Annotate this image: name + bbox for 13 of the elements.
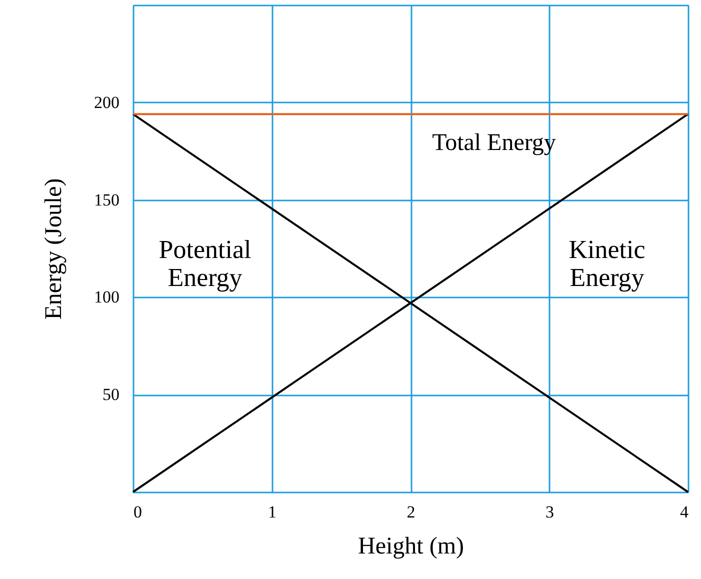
x-axis-title: Height (m) (358, 534, 464, 560)
y-tick-label: 200 (94, 92, 120, 112)
x-tick-label: 3 (546, 502, 554, 522)
y-axis-title: Energy (Joule) (41, 178, 67, 320)
x-tick-label: 0 (134, 502, 142, 522)
y-tick-label: 50 (102, 385, 120, 404)
x-tick-label: 1 (268, 502, 276, 522)
y-tick-label: 100 (94, 288, 120, 307)
x-tick-label: 2 (406, 502, 416, 522)
x-tick-label: 4 (680, 502, 689, 522)
y-tick-label: 150 (94, 190, 120, 210)
annotation: Potential Energy (158, 235, 252, 292)
annotation: Kinetic Energy (568, 235, 646, 292)
